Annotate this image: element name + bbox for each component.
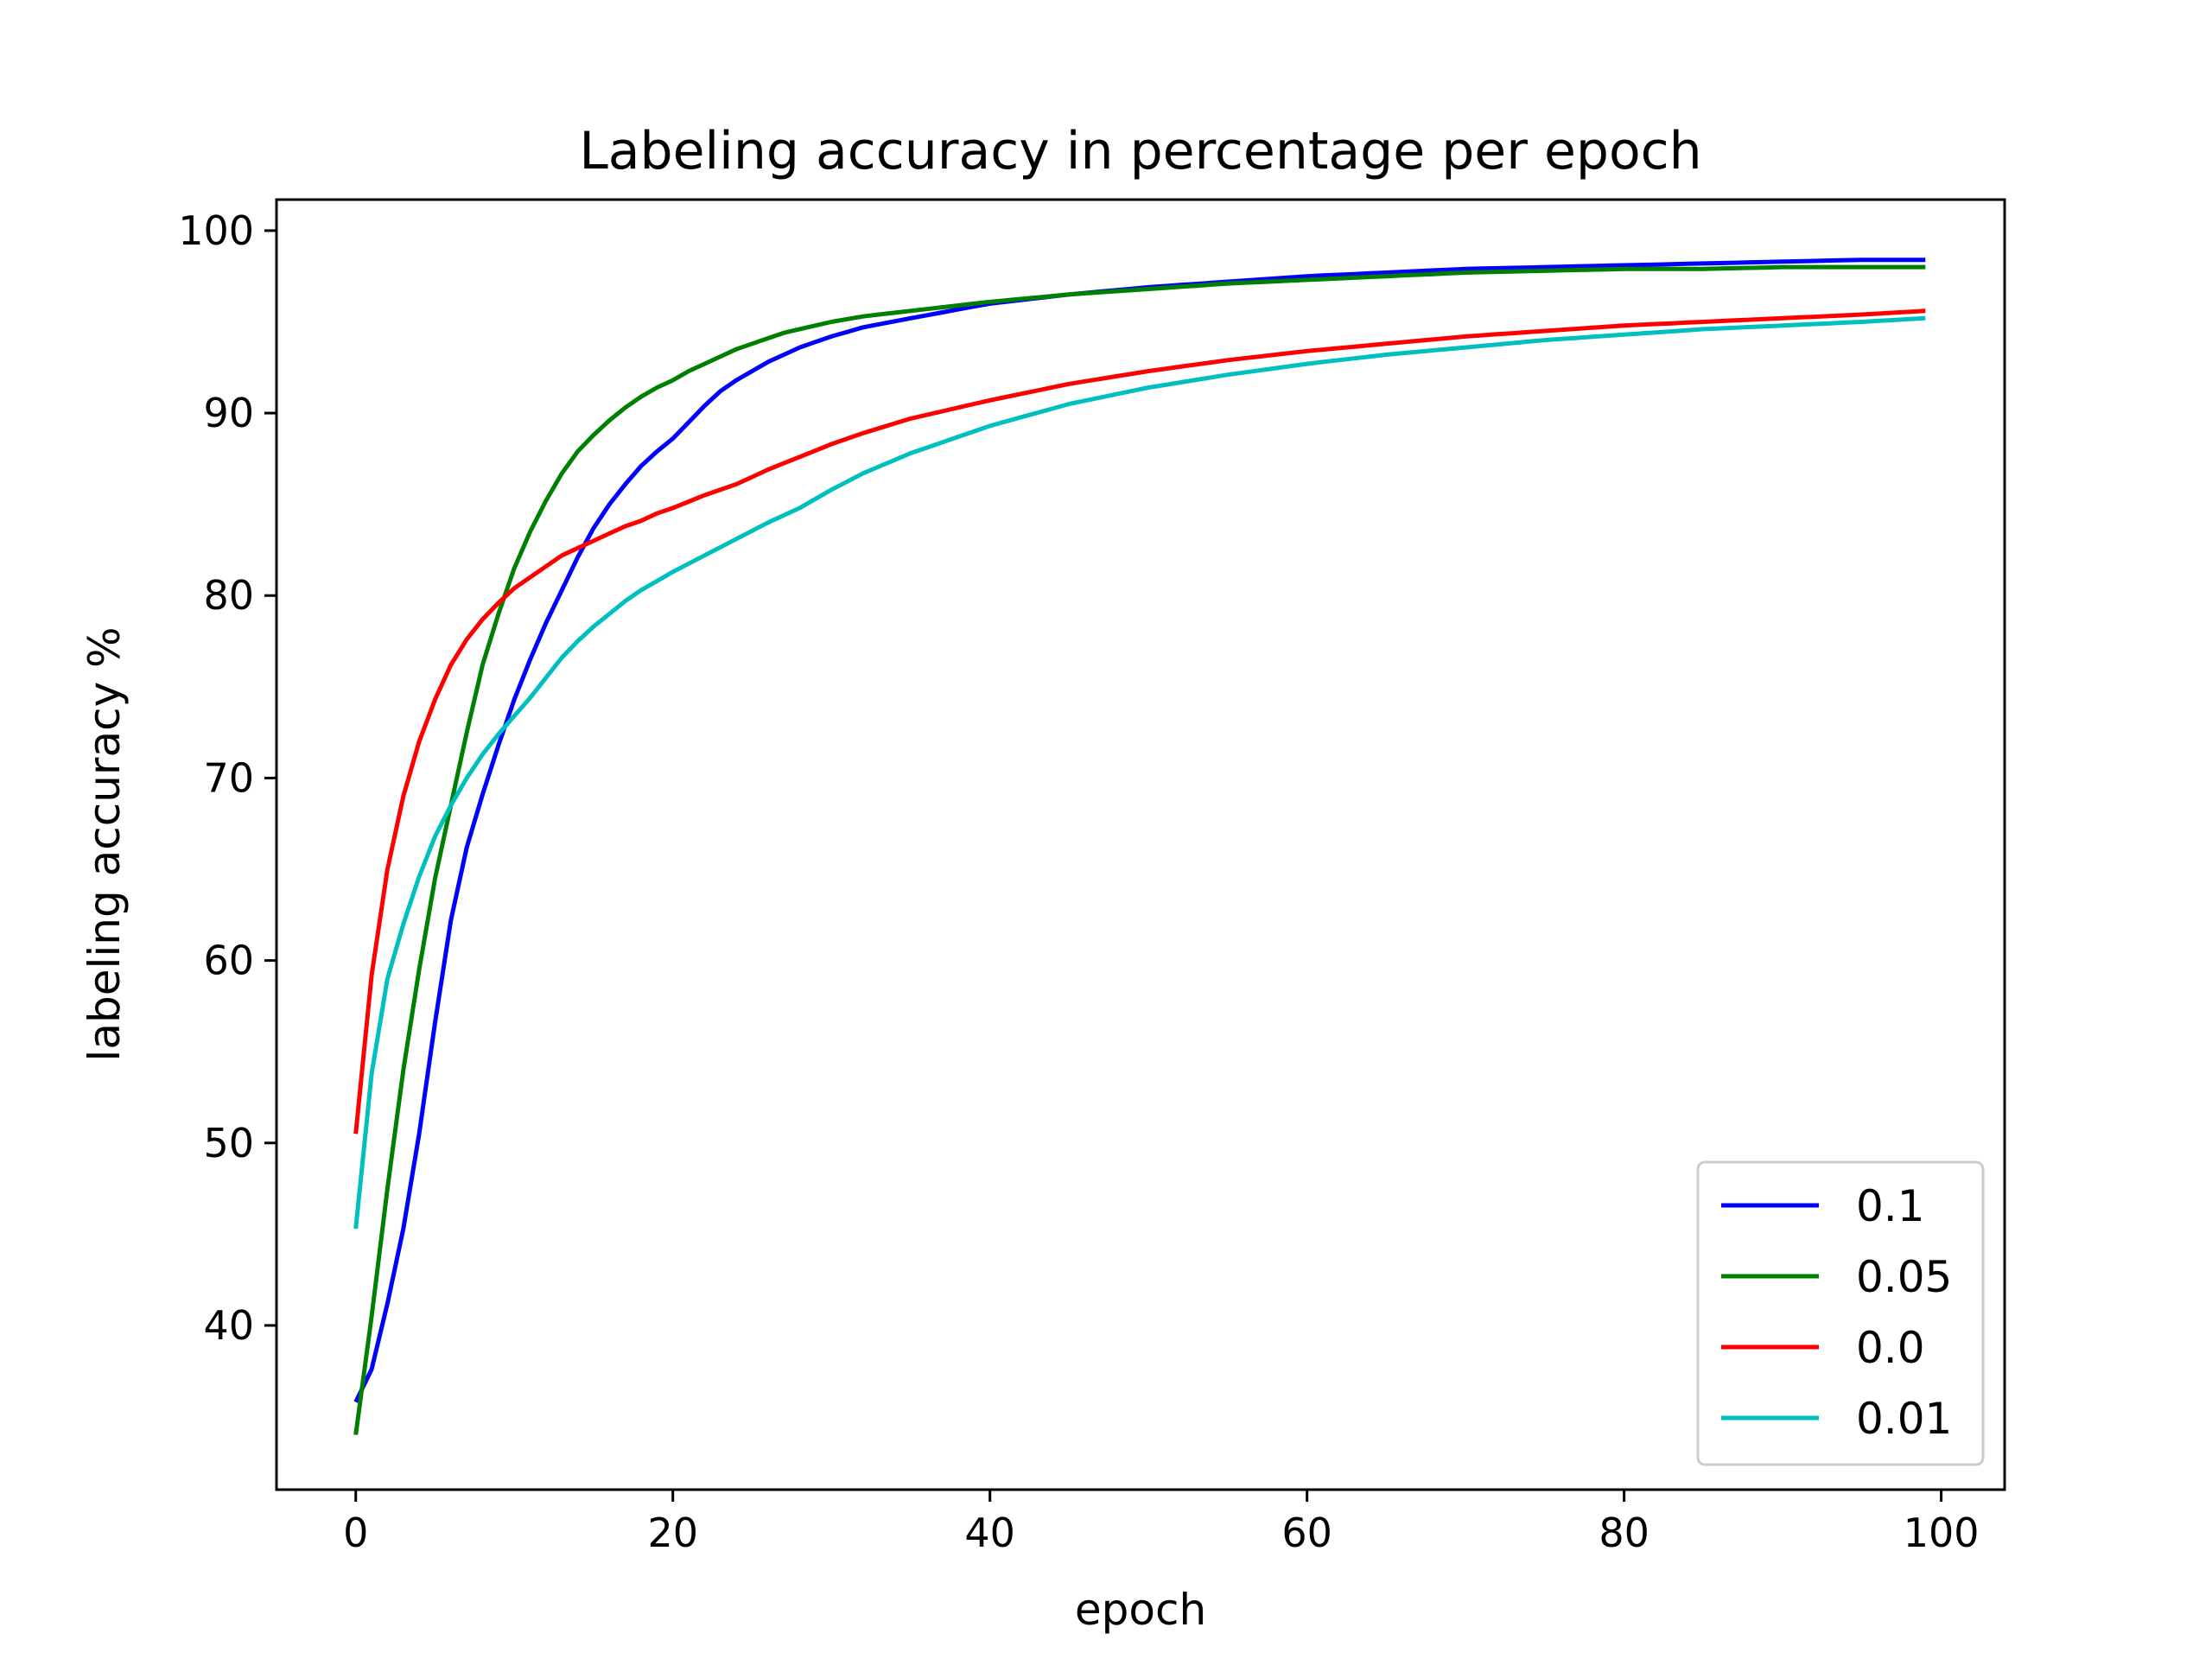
y-axis: 40 50 60 70 80 90 100 [178,207,276,1349]
series-line-2 [353,264,1926,1435]
legend-box [1696,1160,1985,1466]
legend-label: 0.0 [1856,1323,1925,1373]
x-tick-label: 60 [1281,1510,1332,1556]
plot-area [275,198,2006,1491]
legend: 0.1 0.05 0.0 0.01 [1696,1160,1985,1466]
y-tick-label: 70 [203,754,254,801]
series-line-1 [353,257,1926,1403]
legend-items: 0.1 0.05 0.0 0.01 [1721,1181,1952,1444]
x-axis: 0 20 40 60 80 100 [343,1490,1980,1556]
legend-label: 0.05 [1856,1252,1952,1302]
y-tick-label: 40 [203,1302,254,1349]
series-line-4 [353,315,1926,1230]
y-tick-label: 60 [203,938,254,984]
x-axis-label: epoch [1075,1585,1206,1635]
chart-title: Labeling accuracy in percentage per epoc… [579,121,1701,181]
x-tick-label: 80 [1599,1510,1649,1556]
legend-label: 0.1 [1856,1181,1925,1231]
y-axis-label: labeling accuracy % [79,626,130,1061]
x-tick-label: 20 [647,1510,698,1556]
x-tick-label: 0 [343,1510,368,1556]
series-line-3 [353,308,1926,1135]
plot-frame [275,198,2006,1491]
y-tick-label: 90 [203,390,254,436]
y-tick-label: 100 [178,207,254,254]
y-tick-label: 50 [203,1120,254,1166]
x-tick-label: 100 [1904,1510,1980,1556]
series-layer [353,257,1926,1435]
x-tick-label: 40 [964,1510,1015,1556]
legend-label: 0.01 [1856,1394,1952,1444]
y-tick-label: 80 [203,572,254,619]
